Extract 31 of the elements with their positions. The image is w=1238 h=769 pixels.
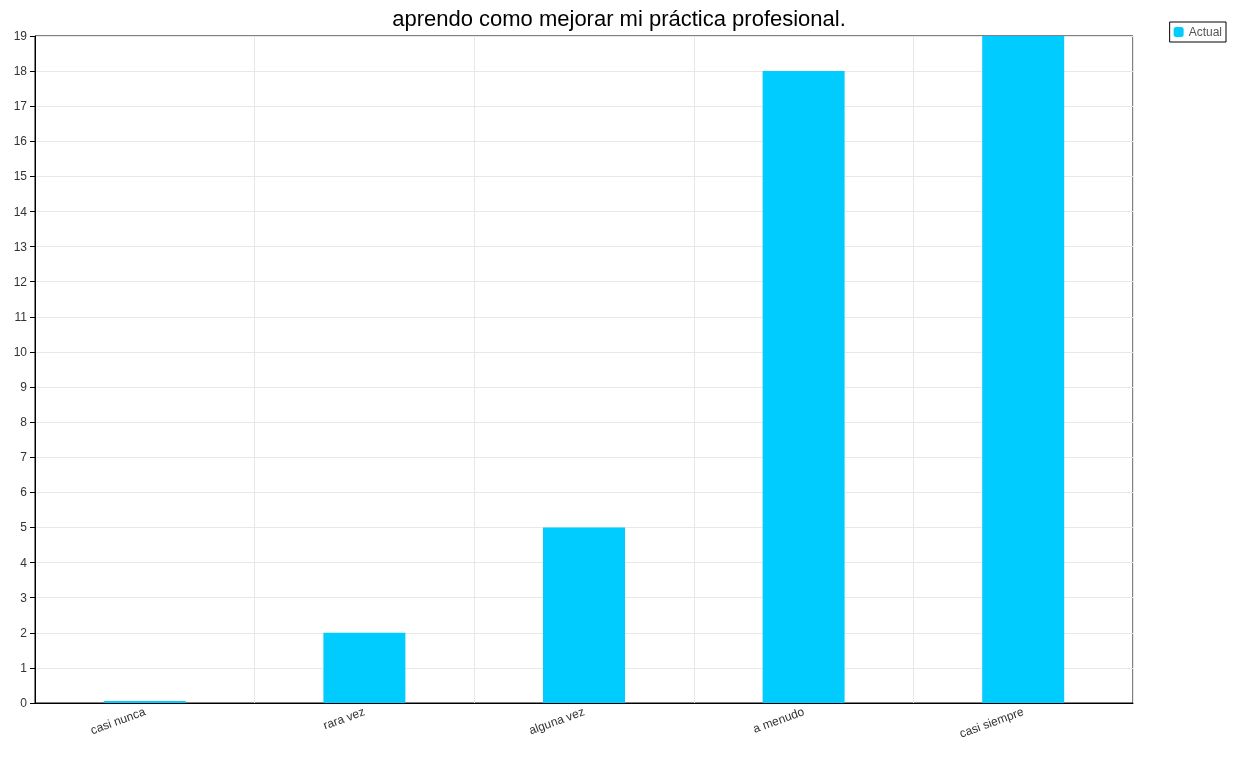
x-tick-label: rara vez: [321, 704, 367, 733]
y-tick-label: 1: [20, 660, 28, 675]
legend-label: Actual: [1188, 25, 1223, 39]
y-tick-label: 7: [20, 450, 28, 465]
x-tick-label: a menudo: [751, 704, 807, 736]
y-tick-label: 2: [20, 625, 28, 640]
y-tick-label: 9: [20, 380, 28, 395]
y-tick-label: 4: [20, 555, 28, 570]
y-tick-label: 6: [20, 485, 28, 500]
x-tick-label: casi siempre: [957, 704, 1026, 741]
y-tick-label: 19: [13, 29, 28, 43]
y-tick-label: 11: [14, 309, 28, 324]
y-tick-label: 10: [13, 344, 28, 359]
x-tick-label: casi nunca: [88, 704, 148, 738]
y-tick-label: 0: [20, 696, 28, 710]
bar: [323, 632, 406, 703]
chart-title: aprendo como mejorar mi práctica profesional.: [392, 5, 846, 31]
bar: [543, 527, 625, 703]
x-tick-label: alguna vez: [527, 704, 587, 738]
y-tick-label: 8: [20, 415, 28, 430]
y-tick-label: 18: [13, 64, 28, 79]
bar: [982, 36, 1065, 703]
y-tick-label: 14: [13, 204, 28, 219]
y-tick-label: 13: [13, 239, 28, 254]
y-tick-label: 12: [13, 274, 28, 289]
y-tick-label: 16: [13, 134, 28, 149]
y-tick-label: 15: [13, 169, 28, 184]
y-tick-label: 3: [20, 590, 28, 605]
y-tick-label: 17: [13, 99, 28, 114]
y-tick-label: 5: [20, 520, 28, 535]
bar: [762, 71, 845, 703]
